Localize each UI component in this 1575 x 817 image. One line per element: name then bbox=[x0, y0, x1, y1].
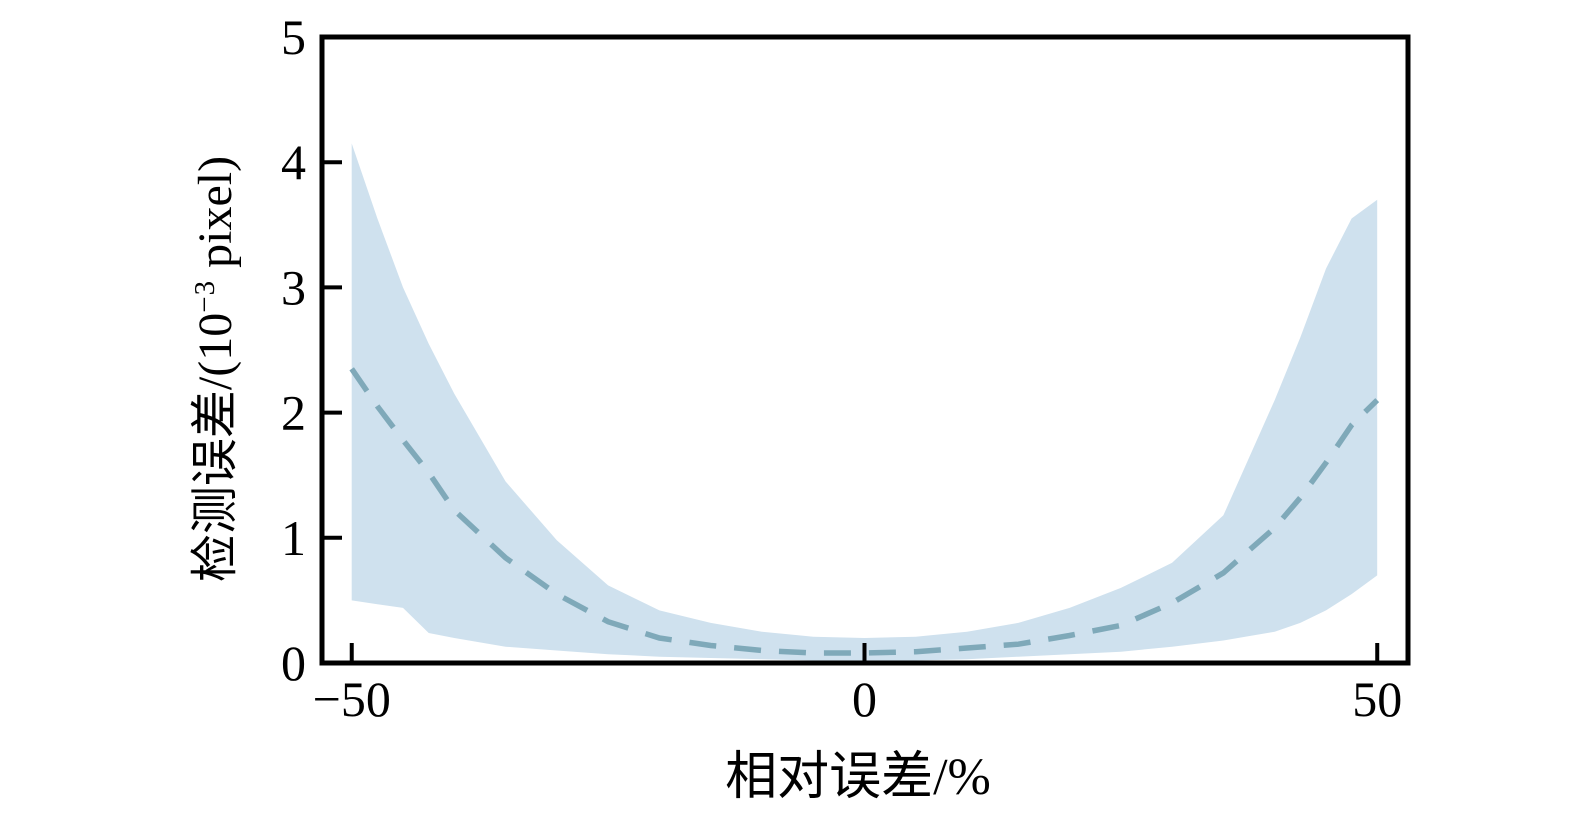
x-axis-ticks bbox=[349, 643, 1380, 661]
y-tick-label: 4 bbox=[281, 134, 306, 190]
y-axis-title-prefix: 检测误差/(10 bbox=[189, 312, 242, 583]
y-axis-tick-labels: 0 1 2 3 4 5 bbox=[281, 9, 306, 691]
y-axis-title: 检测误差/(10−3 pixel) bbox=[174, 24, 242, 714]
y-axis-ticks bbox=[324, 35, 342, 665]
y-axis-title-exponent: −3 bbox=[189, 279, 221, 313]
x-axis-tick-labels: −50 0 50 bbox=[313, 671, 1403, 727]
confidence-band bbox=[351, 143, 1378, 661]
y-tick-label: 2 bbox=[281, 385, 306, 441]
y-tick-label: 0 bbox=[281, 635, 306, 691]
x-axis-title: 相对误差/% bbox=[725, 749, 991, 806]
y-tick-label: 1 bbox=[281, 510, 306, 566]
x-tick-label: 0 bbox=[852, 671, 877, 727]
y-tick-label: 5 bbox=[281, 9, 306, 65]
y-tick-label: 3 bbox=[281, 259, 306, 315]
y-axis-title-suffix: pixel) bbox=[189, 155, 242, 280]
x-tick-label: 50 bbox=[1352, 671, 1402, 727]
plot-frame bbox=[319, 34, 1411, 666]
x-tick-label: −50 bbox=[313, 671, 391, 727]
